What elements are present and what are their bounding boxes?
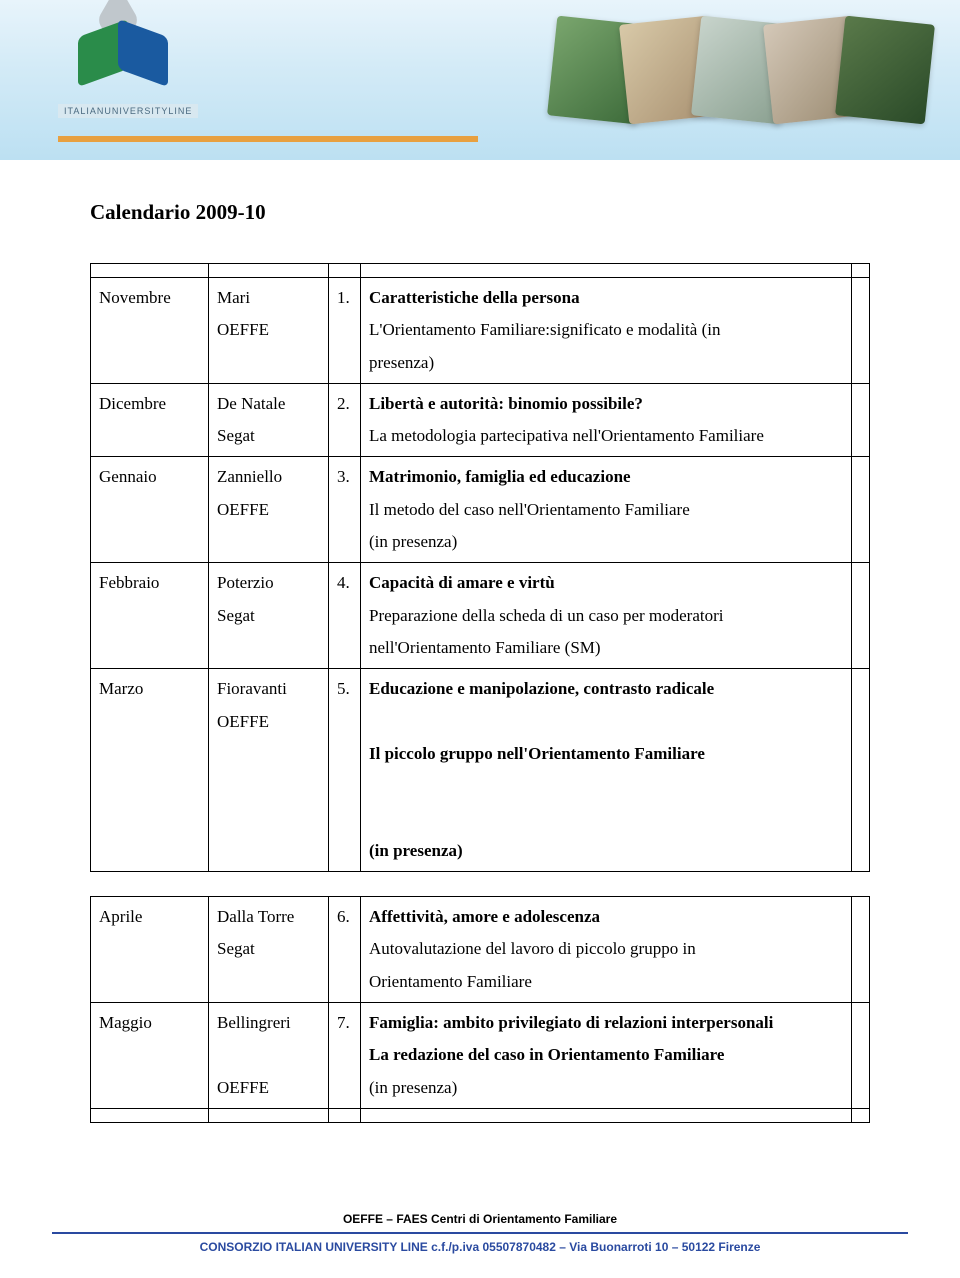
table-row: Novembre Mari OEFFE 1. Caratteristiche d… xyxy=(91,278,870,384)
who-line: OEFFE xyxy=(217,1078,269,1097)
table-gap xyxy=(90,872,870,896)
who-line: Poterzio xyxy=(217,573,274,592)
who-line: De Natale xyxy=(217,394,285,413)
calendar-table-1: Novembre Mari OEFFE 1. Caratteristiche d… xyxy=(90,263,870,872)
table-row: Dicembre De Natale Segat 2. Libertà e au… xyxy=(91,383,870,457)
cell-end xyxy=(852,669,870,872)
footer-rule xyxy=(52,1232,908,1234)
logo-text: ITALIANUNIVERSITYLINE xyxy=(58,104,198,118)
desc-line: La redazione del caso in Orientamento Fa… xyxy=(369,1045,724,1064)
table-row: Febbraio Poterzio Segat 4. Capacità di a… xyxy=(91,563,870,669)
page-content: Calendario 2009-10 Novembre Mari OEFFE 1… xyxy=(0,160,960,1123)
desc-line: La metodologia partecipativa nell'Orient… xyxy=(369,426,764,445)
cell-desc: Libertà e autorità: binomio possibile? L… xyxy=(361,383,852,457)
who-line: OEFFE xyxy=(217,500,269,519)
table-row: Maggio Bellingreri OEFFE 7. Famiglia: am… xyxy=(91,1002,870,1108)
cell-num: 7. xyxy=(329,1002,361,1108)
footer-line-2: CONSORZIO ITALIAN UNIVERSITY LINE c.f./p… xyxy=(0,1240,960,1254)
desc-title: Educazione e manipolazione, contrasto ra… xyxy=(369,679,714,698)
cell-who: Poterzio Segat xyxy=(209,563,329,669)
desc-title: Famiglia: ambito privilegiato di relazio… xyxy=(369,1013,773,1032)
table-row: Gennaio Zanniello OEFFE 3. Matrimonio, f… xyxy=(91,457,870,563)
cell-desc: Matrimonio, famiglia ed educazione Il me… xyxy=(361,457,852,563)
cell-end xyxy=(852,897,870,1003)
desc-line: nell'Orientamento Familiare (SM) xyxy=(369,638,601,657)
who-line: Zanniello xyxy=(217,467,282,486)
desc-title: Affettività, amore e adolescenza xyxy=(369,907,600,926)
desc-line: Il piccolo gruppo nell'Orientamento Fami… xyxy=(369,744,705,763)
cell-num: 3. xyxy=(329,457,361,563)
cell-desc: Caratteristiche della persona L'Orientam… xyxy=(361,278,852,384)
table-empty-header xyxy=(91,264,870,278)
desc-title: Capacità di amare e virtù xyxy=(369,573,555,592)
logo-block: ITALIANUNIVERSITYLINE xyxy=(58,18,188,138)
table-empty-footer xyxy=(91,1108,870,1122)
cell-num: 4. xyxy=(329,563,361,669)
who-line: OEFFE xyxy=(217,712,269,731)
page-footer: OEFFE – FAES Centri di Orientamento Fami… xyxy=(0,1212,960,1254)
cell-who: Zanniello OEFFE xyxy=(209,457,329,563)
cell-month: Marzo xyxy=(91,669,209,872)
cell-num: 2. xyxy=(329,383,361,457)
cell-desc: Capacità di amare e virtù Preparazione d… xyxy=(361,563,852,669)
cell-desc: Affettività, amore e adolescenza Autoval… xyxy=(361,897,852,1003)
cell-month: Gennaio xyxy=(91,457,209,563)
cell-month: Febbraio xyxy=(91,563,209,669)
page-title: Calendario 2009-10 xyxy=(90,200,870,225)
cell-desc: Famiglia: ambito privilegiato di relazio… xyxy=(361,1002,852,1108)
cell-who: Fioravanti OEFFE xyxy=(209,669,329,872)
who-line: Dalla Torre xyxy=(217,907,294,926)
cell-num: 1. xyxy=(329,278,361,384)
calendar-table-2: Aprile Dalla Torre Segat 6. Affettività,… xyxy=(90,896,870,1123)
desc-line: Il metodo del caso nell'Orientamento Fam… xyxy=(369,500,690,519)
desc-line: (in presenza) xyxy=(369,841,463,860)
cell-desc: Educazione e manipolazione, contrasto ra… xyxy=(361,669,852,872)
who-line: Fioravanti xyxy=(217,679,287,698)
who-line: Segat xyxy=(217,939,255,958)
table-row: Aprile Dalla Torre Segat 6. Affettività,… xyxy=(91,897,870,1003)
cell-end xyxy=(852,383,870,457)
cell-who: Mari OEFFE xyxy=(209,278,329,384)
logo-cube-icon xyxy=(78,18,158,98)
cell-month: Maggio xyxy=(91,1002,209,1108)
who-line: Bellingreri xyxy=(217,1013,291,1032)
table-row: Marzo Fioravanti OEFFE 5. Educazione e m… xyxy=(91,669,870,872)
cell-who: Bellingreri OEFFE xyxy=(209,1002,329,1108)
desc-title: Libertà e autorità: binomio possibile? xyxy=(369,394,643,413)
cell-num: 6. xyxy=(329,897,361,1003)
desc-line: Preparazione della scheda di un caso per… xyxy=(369,606,724,625)
cell-end xyxy=(852,457,870,563)
who-line: Segat xyxy=(217,426,255,445)
desc-line: (in presenza) xyxy=(369,1078,457,1097)
header-photo-strip xyxy=(570,20,930,120)
desc-title: Caratteristiche della persona xyxy=(369,288,580,307)
cell-month: Novembre xyxy=(91,278,209,384)
cell-month: Aprile xyxy=(91,897,209,1003)
cell-num: 5. xyxy=(329,669,361,872)
who-line: OEFFE xyxy=(217,320,269,339)
header-banner: ITALIANUNIVERSITYLINE xyxy=(0,0,960,160)
desc-line: Orientamento Familiare xyxy=(369,972,532,991)
cell-end xyxy=(852,563,870,669)
cell-end xyxy=(852,278,870,384)
who-line: Segat xyxy=(217,606,255,625)
header-photo-tile xyxy=(835,16,935,125)
cell-end xyxy=(852,1002,870,1108)
footer-line-1: OEFFE – FAES Centri di Orientamento Fami… xyxy=(0,1212,960,1226)
cell-month: Dicembre xyxy=(91,383,209,457)
desc-line: Autovalutazione del lavoro di piccolo gr… xyxy=(369,939,696,958)
who-line: Mari xyxy=(217,288,250,307)
cell-who: De Natale Segat xyxy=(209,383,329,457)
cell-who: Dalla Torre Segat xyxy=(209,897,329,1003)
desc-line: (in presenza) xyxy=(369,532,457,551)
desc-line: presenza) xyxy=(369,353,434,372)
desc-title: Matrimonio, famiglia ed educazione xyxy=(369,467,631,486)
desc-line: L'Orientamento Familiare:significato e m… xyxy=(369,320,720,339)
header-accent-bar xyxy=(58,136,478,142)
